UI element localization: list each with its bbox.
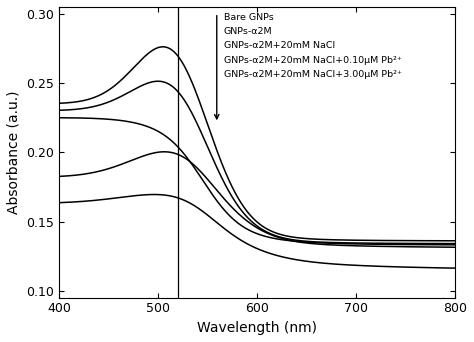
X-axis label: Wavelength (nm): Wavelength (nm) — [197, 321, 317, 335]
Y-axis label: Absorbance (a.u.): Absorbance (a.u.) — [7, 91, 21, 214]
Text: Bare GNPs
GNPs-α2M
GNPs-α2M+20mM NaCl
GNPs-α2M+20mM NaCl+0.10μM Pb²⁺
GNPs-α2M+20: Bare GNPs GNPs-α2M GNPs-α2M+20mM NaCl GN… — [224, 13, 401, 79]
